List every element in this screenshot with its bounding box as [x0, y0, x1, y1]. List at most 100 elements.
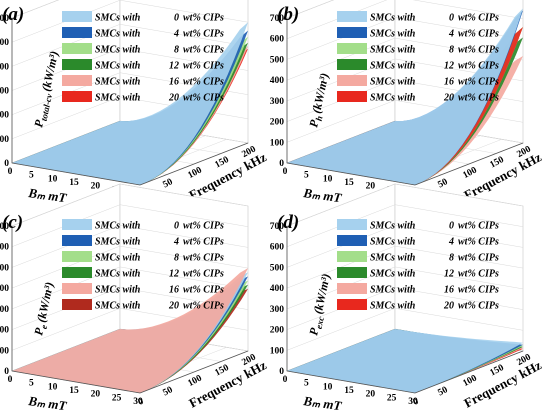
- surface-series-16: [12, 268, 248, 393]
- y-tick-label: 5: [29, 379, 34, 389]
- panel-label: (b): [277, 4, 299, 25]
- legend-swatch-8: [337, 43, 367, 54]
- legend-label-0: SMCs with 0 wt% CIPs: [370, 13, 499, 24]
- legend-label-12: SMCs with 12 wt% CIPs: [370, 61, 499, 72]
- y-tick-label: 5: [304, 171, 309, 181]
- legend-label-4: SMCs with 4 wt% CIPs: [370, 237, 499, 248]
- x-tick-label: 50: [437, 385, 450, 398]
- legend-label-20: SMCs with 20 wt% CIPs: [370, 301, 499, 312]
- y-axis-line: [286, 370, 416, 394]
- x-tick-label: 50: [162, 385, 175, 398]
- z-gridline: [286, 183, 524, 227]
- y-tick-label: 25: [112, 393, 122, 403]
- legend-label-20: SMCs with 20 wt% CIPs: [370, 93, 499, 104]
- legend: SMCs with 0 wt% CIPs SMCs with 4 wt% CIPs SM…: [337, 11, 499, 104]
- x-tick-label: 100: [186, 165, 203, 181]
- y-tick-label: 15: [69, 178, 79, 188]
- legend-swatch-12: [62, 267, 92, 278]
- legend-swatch-0: [337, 219, 367, 230]
- surface-series-0: [12, 22, 248, 186]
- surface-series-0: [287, 329, 523, 393]
- z-gridline: [11, 204, 249, 247]
- legend-swatch-8: [337, 251, 367, 262]
- legend-swatch-16: [62, 283, 92, 294]
- z-tick-label: 200: [0, 135, 9, 145]
- z-tick-label: 600: [0, 243, 9, 253]
- y-axis-title: Bₘ mT: [302, 185, 344, 205]
- x-tick-label: 100: [186, 373, 203, 389]
- legend-label-12: SMCs with 12 wt% CIPs: [95, 269, 224, 280]
- legend: SMCs with 0 wt% CIPs SMCs with 4 wt% CIPs SM…: [337, 219, 499, 312]
- y-tick-label: 30: [408, 397, 418, 407]
- x-axis-line: [139, 350, 249, 394]
- y-tick-label: 0: [283, 167, 288, 177]
- z-tick-label: 700: [270, 222, 285, 232]
- z-tick-label: 1200: [0, 14, 9, 24]
- z-tick-label: 100: [0, 346, 9, 356]
- y-tick-label: 5: [29, 171, 34, 181]
- y-tick-label: 20: [366, 390, 376, 400]
- x-tick-label: 100: [461, 373, 478, 389]
- legend-label-4: SMCs with 4 wt% CIPs: [95, 29, 224, 40]
- legend-label-12: SMCs with 12 wt% CIPs: [95, 61, 224, 72]
- z-gridline: [286, 287, 524, 330]
- z-tick-label: 500: [0, 263, 9, 273]
- legend-label-16: SMCs with 16 wt% CIPs: [95, 77, 224, 88]
- z-tick-label: 0: [279, 367, 284, 377]
- legend-swatch-20: [337, 91, 367, 102]
- panel-1: 0100200300400500600700051015202530050100…: [270, 0, 544, 205]
- z-tick-label: 500: [270, 55, 285, 65]
- panel-label: (c): [2, 212, 23, 233]
- y-tick-label: 0: [8, 167, 13, 177]
- legend-label-4: SMCs with 4 wt% CIPs: [95, 237, 224, 248]
- z-tick-label: 800: [0, 62, 9, 72]
- y-tick-label: 15: [344, 178, 354, 188]
- x-axis-line: [414, 350, 524, 394]
- panel-0: 0200400600800100012000510152025300501001…: [0, 0, 269, 205]
- y-tick-label: 20: [91, 182, 101, 192]
- legend-label-16: SMCs with 16 wt% CIPs: [95, 285, 224, 296]
- y-tick-label: 5: [304, 379, 309, 389]
- legend-swatch-0: [62, 219, 92, 230]
- z-gridline: [286, 0, 524, 39]
- legend-label-12: SMCs with 12 wt% CIPs: [370, 269, 499, 280]
- y-tick-label: 0: [8, 375, 13, 385]
- legend-label-16: SMCs with 16 wt% CIPs: [370, 77, 499, 88]
- legend-swatch-12: [337, 59, 367, 70]
- x-tick-label: 0: [137, 397, 146, 408]
- z-tick-label: 0: [4, 159, 9, 169]
- legend-swatch-0: [62, 11, 92, 22]
- z-gridline: [286, 0, 334, 19]
- z-tick-label: 0: [279, 159, 284, 169]
- legend: SMCs with 0 wt% CIPs SMCs with 4 wt% CIPs SM…: [62, 11, 224, 104]
- z-gridline: [11, 48, 249, 91]
- legend-label-20: SMCs with 20 wt% CIPs: [95, 93, 224, 104]
- y-tick-label: 10: [48, 174, 58, 184]
- legend-label-0: SMCs with 0 wt% CIPs: [95, 13, 224, 24]
- y-tick-label: 15: [69, 386, 79, 396]
- z-gridline: [11, 183, 249, 227]
- z-tick-label: 200: [270, 326, 285, 336]
- legend-label-4: SMCs with 4 wt% CIPs: [370, 29, 499, 40]
- z-tick-label: 200: [0, 326, 9, 336]
- legend-swatch-16: [337, 283, 367, 294]
- y-tick-label: 20: [366, 182, 376, 192]
- x-axis-line: [139, 142, 249, 186]
- z-gridline: [286, 245, 524, 289]
- legend-swatch-0: [337, 11, 367, 22]
- legend-swatch-8: [62, 43, 92, 54]
- z-gridline: [286, 204, 524, 247]
- legend-label-8: SMCs with 8 wt% CIPs: [370, 253, 499, 264]
- y-tick-label: 0: [283, 375, 288, 385]
- legend-swatch-20: [62, 91, 92, 102]
- surface-series-0: [287, 8, 523, 186]
- y-axis-title: Bₘ mT: [302, 393, 344, 413]
- z-tick-label: 100: [270, 346, 285, 356]
- legend-swatch-4: [62, 235, 92, 246]
- z-gridline: [11, 266, 249, 310]
- z-tick-label: 300: [0, 305, 9, 315]
- x-tick-label: 50: [162, 177, 175, 190]
- z-gridline: [286, 225, 524, 268]
